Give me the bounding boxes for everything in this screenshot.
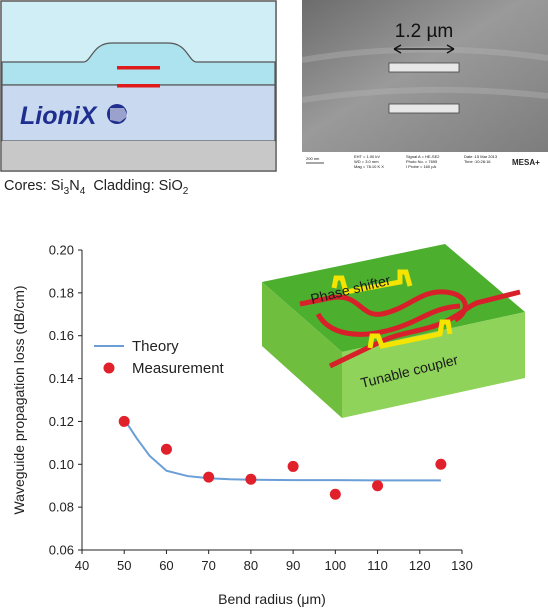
legend-measurement-label: Measurement [132,360,225,377]
x-tick-label: 100 [324,558,346,573]
x-tick-label: 90 [286,558,300,573]
cores-sub-3: 3 [63,185,70,197]
cores-si: Si [50,178,64,194]
measurement-point [160,443,172,455]
theory-series [123,418,441,482]
chart-axes: 40 50 60 70 80 90 100 110 120 130 0.06 0.08 0.10 0.12… [49,243,473,574]
propagation-loss-chart: Phase shifter Tunable coupler 40 50 60 70 80… [11,243,525,607]
measurement-point [372,480,384,492]
measurement-point [245,473,257,485]
materials-caption: Cores: Si3N4 Cladding: SiO2 [4,178,188,197]
measurement-point [435,458,447,470]
x-tick-label: 80 [244,558,258,573]
x-tick-label: 60 [159,558,173,573]
y-axis-title: Waveguide propagation loss (dB/cm) [11,285,27,514]
sem-info-line: Time :10:28:16 [464,159,491,164]
sem-info-line: Signal A = HE-SE2 [406,154,440,159]
lionix-logo: LioniX [20,102,98,130]
y-tick-label: 0.16 [49,328,74,343]
y-tick-label: 0.08 [49,500,74,515]
substrate-layer [2,141,275,170]
sem-info-bar [302,152,548,172]
y-tick-label: 0.18 [49,285,74,300]
measurement-point [203,471,215,483]
sem-info-line: Mag = 78.10 K X [354,164,384,169]
measurement-series [118,415,447,500]
mesa-logo: MESA+ [512,158,540,167]
cladding-label: Cladding: [93,178,159,194]
sem-scalebar-text: 200 nm [306,156,320,161]
sem-background [302,0,548,152]
sem-info-line: Date :15 Mar 2013 [464,154,498,159]
legend-measurement-swatch [103,362,115,374]
measurement-point [287,460,299,472]
bottom-core [117,84,160,88]
waveguide-cross-section: LioniX [0,0,277,172]
y-tick-label: 0.10 [49,457,74,472]
y-tick-label: 0.14 [49,371,74,386]
x-tick-label: 40 [75,558,89,573]
sem-info-line: WD = 3.0 mm [354,159,379,164]
lion-logo-icon [107,104,128,124]
chart-legend: Theory Measurement [94,338,225,377]
top-core [117,66,160,70]
cores-n: N [69,178,80,194]
x-tick-label: 70 [201,558,215,573]
legend-theory-label: Theory [132,338,179,355]
x-tick-label: 130 [451,558,473,573]
chip-left-face [262,282,342,418]
scale-arrow-icon [393,44,455,54]
x-tick-label: 50 [117,558,131,573]
y-tick-label: 0.06 [49,543,74,558]
sem-upper-waveguide [388,62,460,73]
theory-line [123,418,441,482]
sem-info-line: EHT = 1.00 kV [354,154,380,159]
sem-lower-waveguide [388,103,460,114]
x-tick-label: 120 [409,558,431,573]
measurement-point [329,488,341,500]
cores-label: Cores: [4,178,51,194]
y-tick-label: 0.20 [49,243,74,258]
measurement-point [118,415,130,427]
chip-inset: Phase shifter Tunable coupler [262,244,525,418]
sem-info-line: I Probe = 160 pA [406,164,436,169]
sem-info-line: Photo No. = 7695 [406,159,438,164]
x-tick-label: 110 [367,558,388,573]
cores-sub-4: 4 [79,185,86,197]
cladding-sio: SiO [158,178,183,194]
y-tick-label: 0.12 [49,414,74,429]
x-axis-title: Bend radius (μm) [218,591,326,607]
ridge-cladding-layer [1,42,276,86]
cladding-sub-2: 2 [182,185,189,197]
sem-scale-label: 1.2 µm [395,21,453,42]
chip-front-face [342,312,525,418]
heater-electrodes [331,269,453,349]
